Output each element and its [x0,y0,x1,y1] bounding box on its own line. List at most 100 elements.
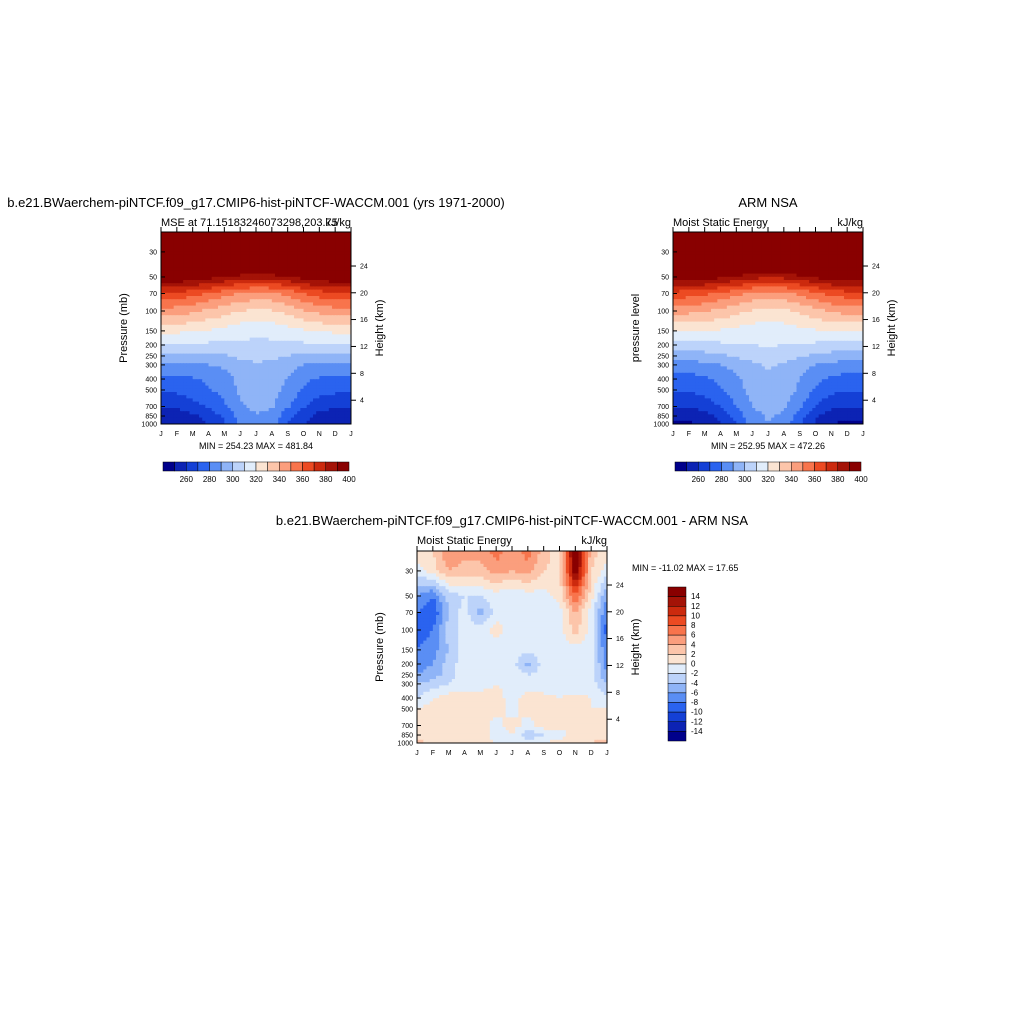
contour-cell [815,260,820,265]
contour-cell [211,235,216,239]
contour-cell [319,264,324,268]
contour-cell [186,340,191,345]
contour-cell [180,366,184,371]
contour-cell [341,260,346,265]
contour-cell [294,395,298,399]
contour-cell [306,401,311,406]
contour-cell [224,283,229,287]
contour-cell [685,299,690,303]
contour-cell [344,276,349,281]
contour-cell [711,299,715,303]
contour-cell [328,238,333,243]
contour-cell [230,312,235,316]
contour-cell [186,299,191,303]
contour-cell [294,315,298,319]
contour-cell [211,308,216,313]
contour-cell [278,417,282,422]
contour-cell [676,264,680,268]
contour-cell [199,379,203,383]
contour-cell [821,292,826,297]
contour-cell [328,318,333,323]
contour-cell [344,238,349,243]
contour-cell [328,296,333,300]
contour-cell [252,369,257,374]
contour-cell [344,283,349,287]
x-tick-label: D [333,431,338,438]
contour-cell [723,251,728,255]
contour-cell [347,296,351,300]
contour-cell [341,273,346,278]
contour-cell [202,324,206,329]
contour-cell [170,308,175,313]
contour-cell [275,420,279,424]
contour-cell [837,248,842,252]
contour-cell [316,344,320,348]
contour-cell [186,318,191,323]
contour-cell [341,241,346,246]
contour-cell [818,289,823,294]
contour-cell [173,404,178,409]
contour-cell [316,414,320,419]
contour-cell [186,238,191,243]
contour-cell [758,244,763,249]
contour-cell [287,350,292,355]
contour-cell [701,257,706,262]
contour-cell [720,280,725,284]
contour-cell [306,376,311,380]
contour-cell [230,356,235,361]
contour-cell [309,312,314,316]
contour-cell [240,283,244,287]
contour-cell [227,347,232,351]
contour-cell [313,388,317,393]
contour-cell [290,264,295,268]
contour-cell [768,257,772,262]
contour-cell [176,372,181,377]
contour-cell [806,238,810,243]
contour-cell [214,408,219,412]
contour-cell [233,334,238,339]
contour-cell [319,385,324,390]
contour-cell [290,408,295,412]
contour-cell [850,248,855,252]
contour-cell [347,312,351,316]
contour-cell [347,392,351,396]
contour-cell [847,280,851,284]
contour-cell [290,305,295,310]
contour-cell [720,267,725,271]
contour-cell [252,235,257,239]
contour-cell [227,398,232,403]
contour-cell [347,372,351,377]
contour-cell [815,267,820,271]
contour-cell [707,273,712,278]
contour-cell [284,340,289,345]
contour-cell [344,280,349,284]
contour-cell [214,260,219,265]
contour-cell [180,299,184,303]
contour-cell [227,385,232,390]
contour-cell [240,356,244,361]
contour-cell [268,276,273,281]
contour-cell [284,292,289,297]
contour-cell [316,321,320,326]
contour-cell [297,299,301,303]
contour-cell [221,276,225,281]
contour-cell [828,260,832,265]
contour-cell [328,340,333,345]
contour-cell [205,315,210,319]
contour-cell [170,363,175,367]
contour-cell [316,395,320,399]
contour-cell [850,276,855,281]
contour-cell [309,404,314,409]
contour-cell [246,395,251,399]
contour-cell [736,289,741,294]
contour-cell [300,340,305,345]
contour-cell [341,302,346,307]
contour-cell [726,241,731,246]
contour-cell [243,392,248,396]
contour-cell [170,315,175,319]
contour-cell [319,331,324,335]
contour-cell [246,283,251,287]
contour-cell [294,305,298,310]
contour-cell [309,414,314,419]
contour-cell [161,235,165,239]
